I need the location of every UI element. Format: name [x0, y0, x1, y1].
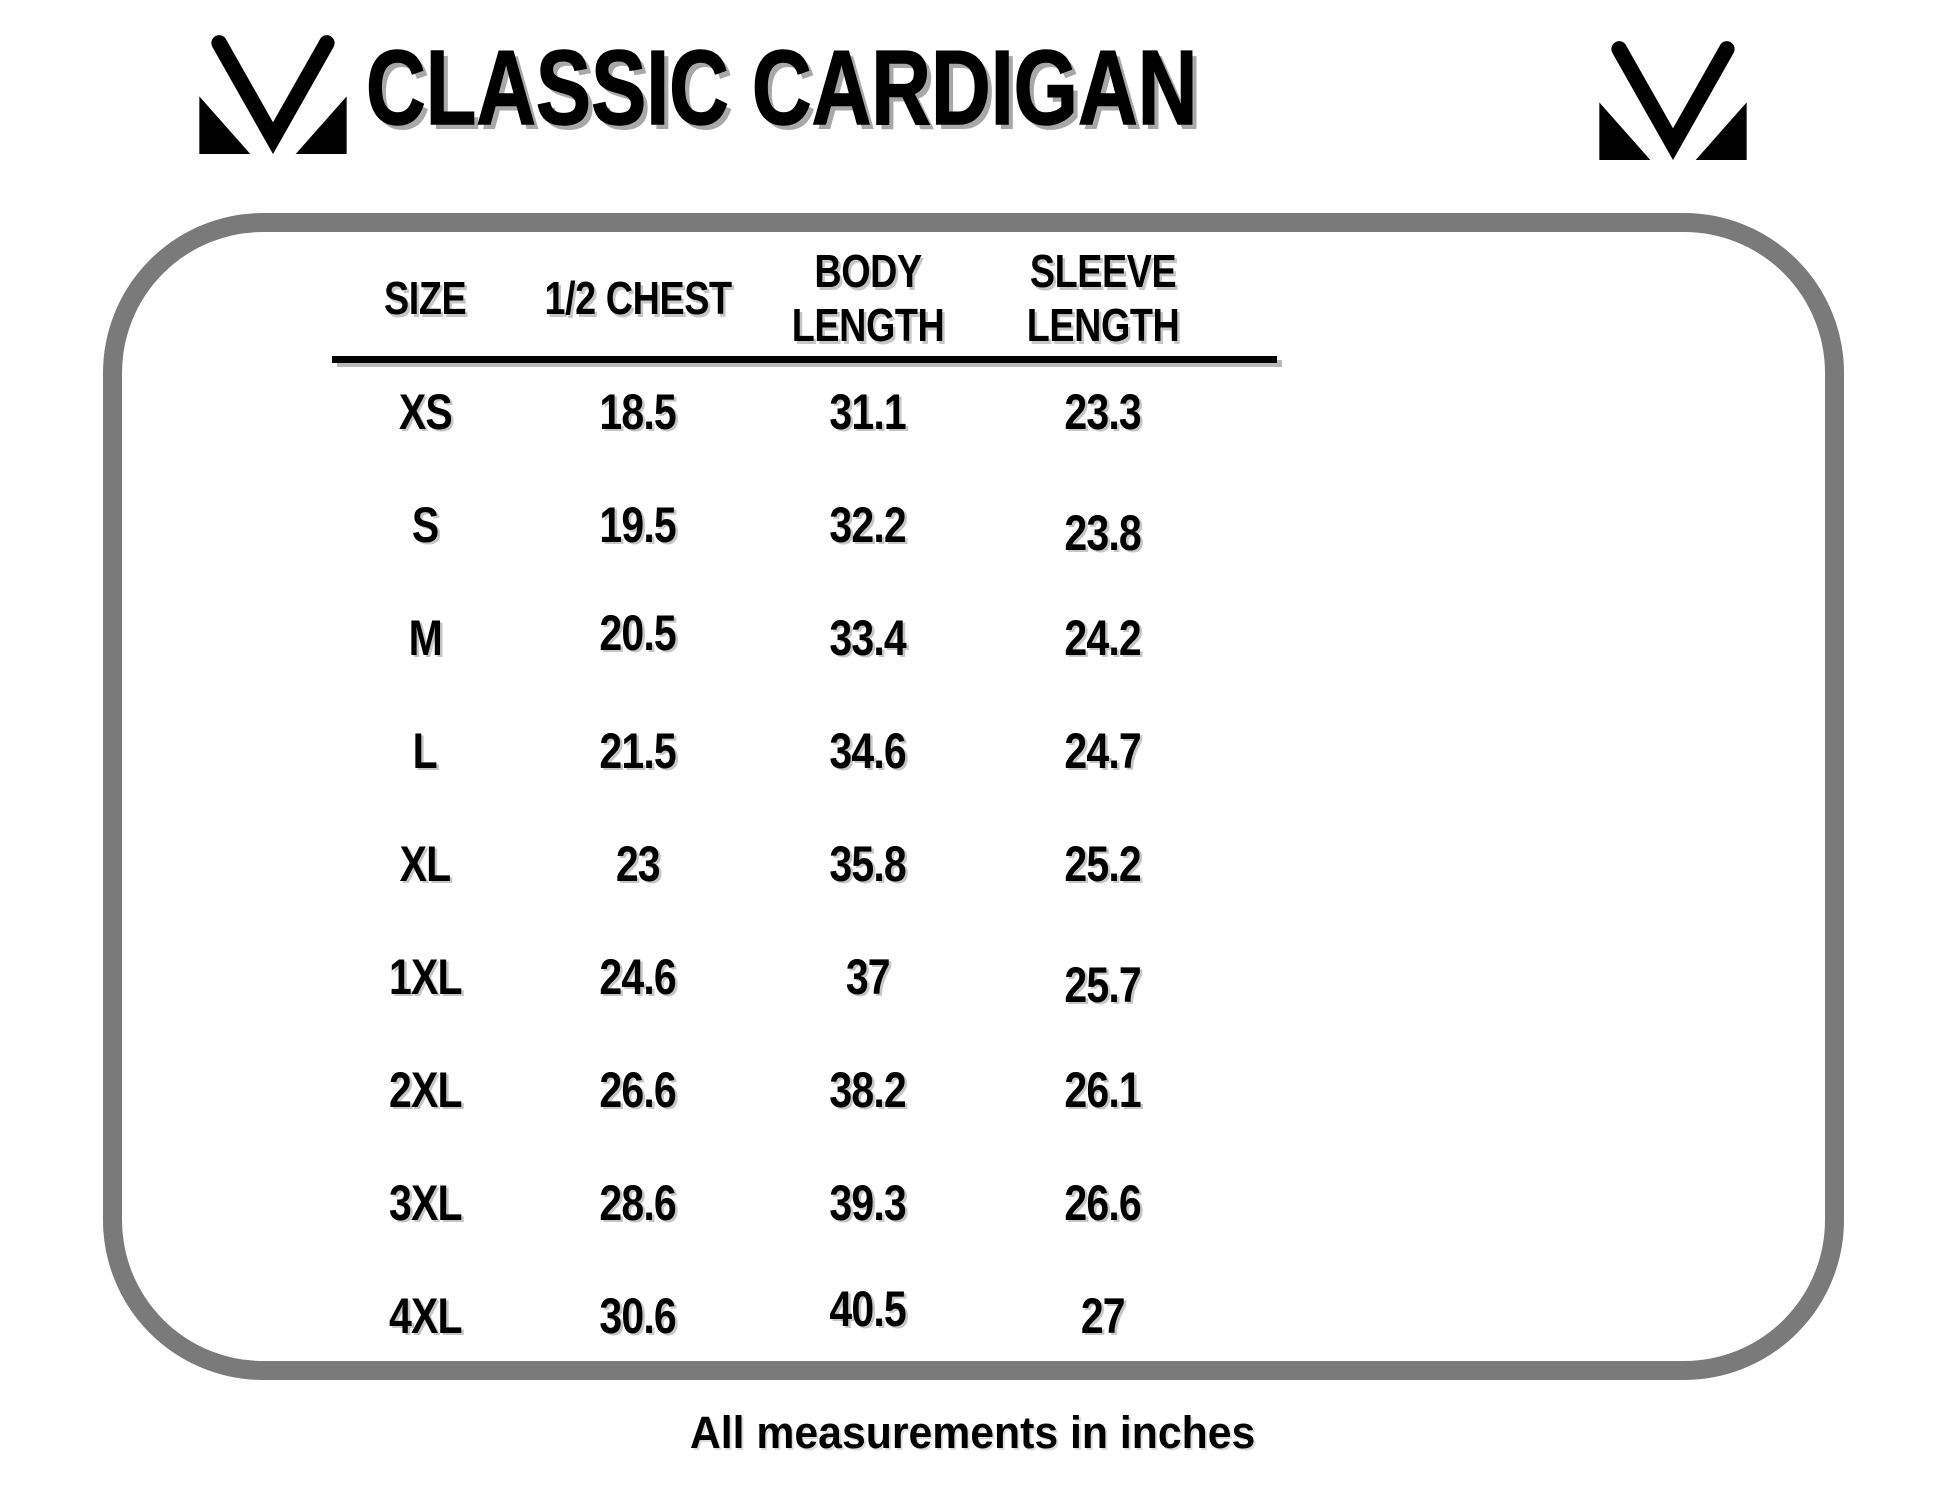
- measurement-cell: 31.1: [829, 383, 907, 440]
- measurement-cell: 39.3: [829, 1174, 907, 1231]
- column-header-size: SIZE: [383, 272, 467, 324]
- measurement-cell: 34.6: [829, 722, 907, 779]
- measurement-cell: 33.4: [829, 609, 907, 666]
- size-cell: 4XL: [388, 1287, 463, 1344]
- measurement-cell: 32.2: [829, 496, 907, 553]
- measurement-cell: 24.7: [1064, 722, 1142, 779]
- column-header-1-2-chest: 1/2 CHEST: [544, 272, 732, 324]
- table-row-4xl: 4XL 30.6 40.5 27: [332, 1259, 1228, 1372]
- measurement-cell: 35.8: [829, 835, 907, 892]
- measurement-cell: 26.1: [1064, 1061, 1142, 1118]
- measurement-cell: 25.2: [1064, 835, 1142, 892]
- measurement-cell: 18.5: [599, 383, 677, 440]
- measurement-cell: 21.5: [599, 722, 677, 779]
- brand-logo-right: [1588, 39, 1758, 160]
- m-monogram-icon: [199, 35, 347, 154]
- measurement-cell: 40.5: [829, 1280, 907, 1337]
- size-cell: XS: [398, 383, 452, 440]
- measurement-cell: 20.5: [599, 604, 677, 661]
- size-cell: 2XL: [388, 1061, 463, 1118]
- table-row-xs: XS 18.5 31.1 23.3: [332, 355, 1228, 468]
- measurement-cell: 26.6: [1064, 1174, 1142, 1231]
- size-cell: 3XL: [388, 1174, 463, 1231]
- size-cell: XL: [399, 835, 452, 892]
- table-row-1xl: 1XL 24.6 37 25.7: [332, 920, 1228, 1033]
- measurement-cell: 24.2: [1064, 609, 1142, 666]
- table-row-l: L 21.5 34.6 24.7: [332, 694, 1228, 807]
- table-row-xl: XL 23 35.8 25.2: [332, 807, 1228, 920]
- measurement-cell: 23.3: [1064, 383, 1142, 440]
- measurement-cell: 30.6: [599, 1287, 677, 1344]
- size-cell: M: [408, 609, 442, 666]
- measurement-cell: 23: [616, 835, 661, 892]
- measurement-cell: 23.8: [1064, 504, 1142, 561]
- measurement-cell: 24.6: [599, 948, 677, 1005]
- footer-note: All measurements in inches: [0, 1398, 1946, 1468]
- measurement-cell: 28.6: [599, 1174, 677, 1231]
- page-title-text: CLASSIC CARDIGAN: [365, 29, 1198, 147]
- table-row-s: S 19.5 32.2 23.8: [332, 468, 1228, 581]
- m-monogram-icon: [1599, 41, 1747, 160]
- column-header-sleeve-length: SLEEVE LENGTH: [1026, 245, 1180, 351]
- header-divider: [332, 356, 1277, 363]
- table-body: XS 18.5 31.1 23.3 S 19.5 32.2 23.8 M 20.5 33.4 24.2…: [332, 355, 1228, 1372]
- size-cell: L: [412, 722, 438, 779]
- table-header-row: SIZE 1/2 CHEST BODY LENGTH SLEEVE LENGTH: [332, 240, 1228, 356]
- size-cell: 1XL: [388, 948, 463, 1005]
- measurement-cell: 27: [1081, 1287, 1126, 1344]
- table-row-3xl: 3XL 28.6 39.3 26.6: [332, 1146, 1228, 1259]
- page-title: CLASSIC CARDIGAN: [365, 22, 1432, 154]
- size-cell: S: [411, 496, 439, 553]
- measurement-cell: 37: [846, 948, 891, 1005]
- table-row-2xl: 2XL 26.6 38.2 26.1: [332, 1033, 1228, 1146]
- measurement-cell: 25.7: [1064, 956, 1142, 1013]
- brand-logo-left: [188, 33, 358, 154]
- chart-frame: [103, 213, 1844, 1380]
- measurement-cell: 26.6: [599, 1061, 677, 1118]
- measurement-cell: 19.5: [599, 496, 677, 553]
- footer-note-text: All measurements in inches: [690, 1407, 1256, 1458]
- table-row-m: M 20.5 33.4 24.2: [332, 581, 1228, 694]
- measurement-cell: 38.2: [829, 1061, 907, 1118]
- column-header-body-length: BODY LENGTH: [791, 245, 945, 351]
